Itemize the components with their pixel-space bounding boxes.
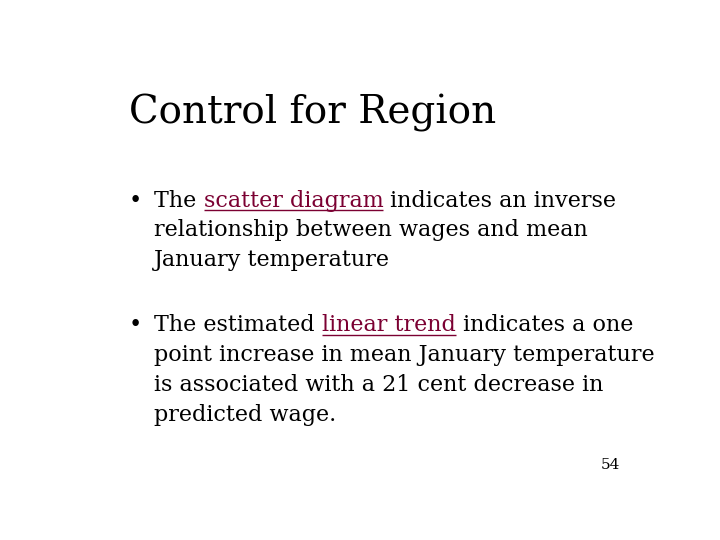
Text: point increase in mean January temperature: point increase in mean January temperatu…: [154, 344, 654, 366]
Text: indicates a one: indicates a one: [456, 314, 633, 336]
Text: Control for Region: Control for Region: [129, 94, 496, 132]
Text: scatter diagram: scatter diagram: [204, 190, 383, 212]
Text: predicted wage.: predicted wage.: [154, 404, 336, 426]
Text: The: The: [154, 190, 204, 212]
Text: •: •: [129, 190, 143, 212]
Text: linear trend: linear trend: [322, 314, 456, 336]
Text: The estimated: The estimated: [154, 314, 322, 336]
Text: relationship between wages and mean: relationship between wages and mean: [154, 219, 588, 241]
Text: •: •: [129, 314, 143, 336]
Text: is associated with a 21 cent decrease in: is associated with a 21 cent decrease in: [154, 374, 603, 396]
Text: January temperature: January temperature: [154, 249, 390, 272]
Text: 54: 54: [600, 458, 620, 472]
Text: indicates an inverse: indicates an inverse: [383, 190, 616, 212]
